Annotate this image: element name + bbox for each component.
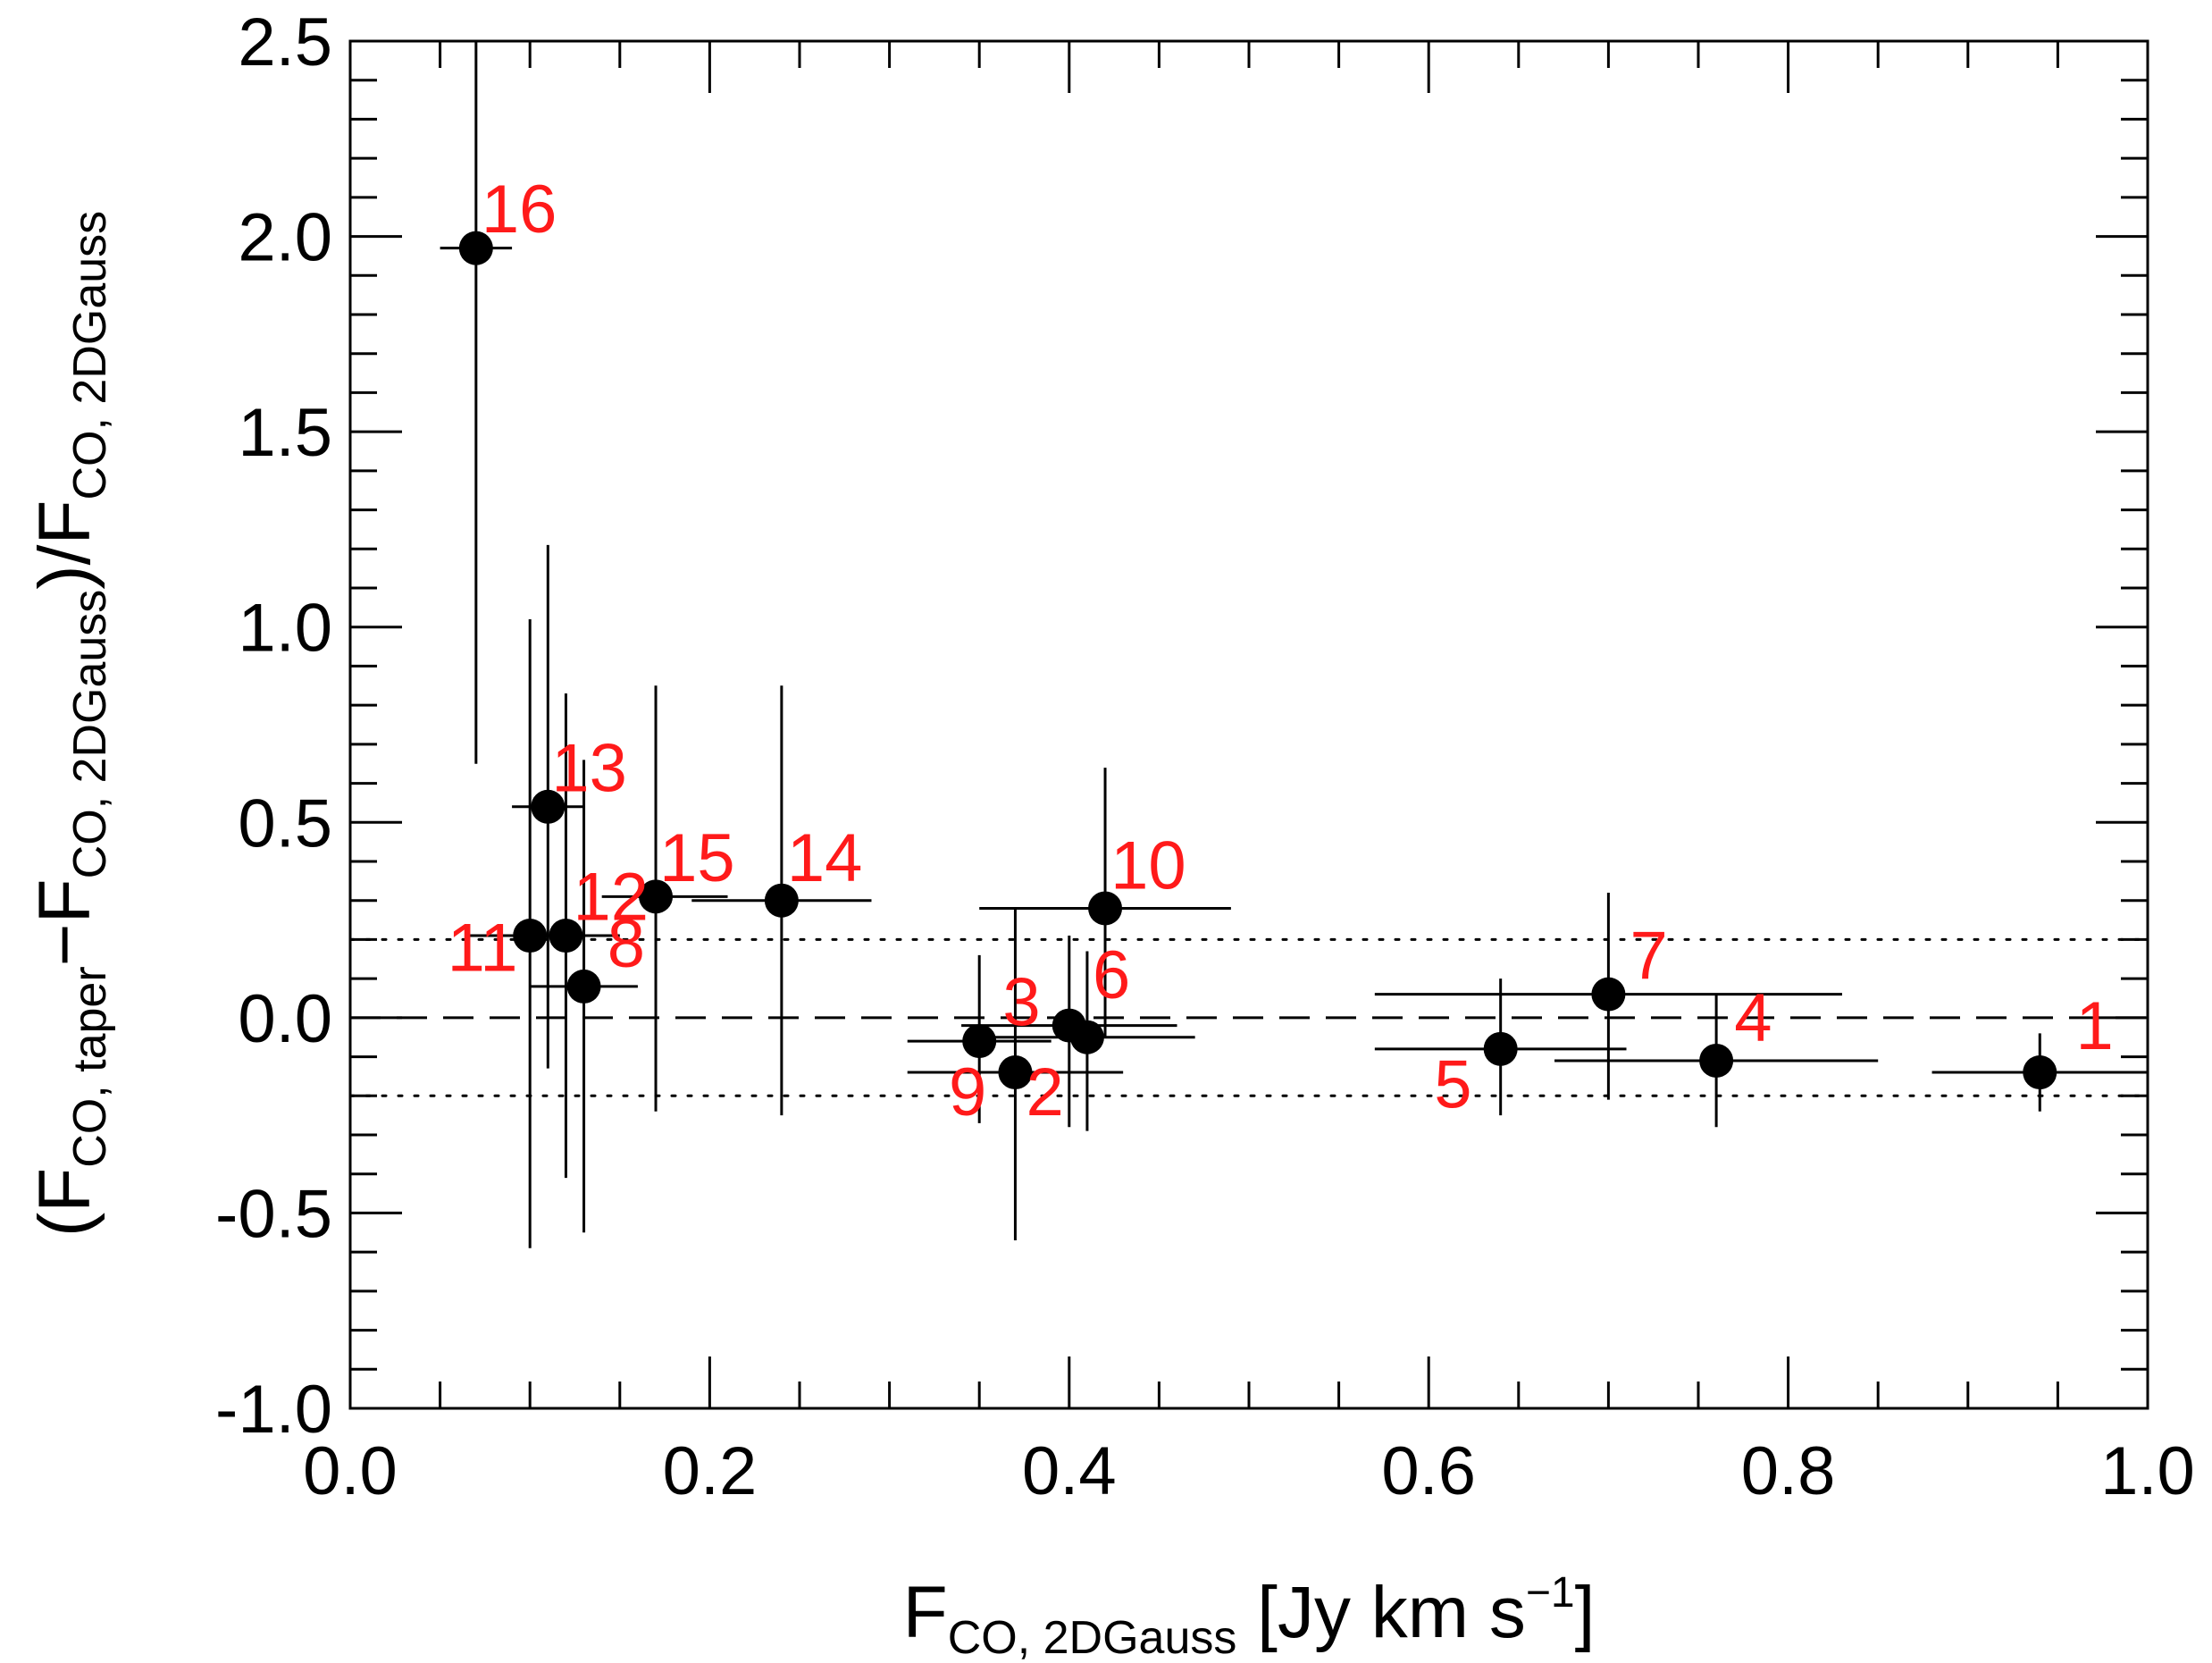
point-label: 11 xyxy=(448,910,518,986)
y-axis-title: (FCO, taper−FCO, 2DGauss)/FCO, 2DGauss xyxy=(24,211,116,1237)
y-tick-label: 2.0 xyxy=(238,200,332,276)
point-label: 2 xyxy=(1026,1054,1064,1130)
point-label: 9 xyxy=(949,1054,986,1130)
point-label: 13 xyxy=(551,730,627,806)
axis-ticks xyxy=(348,39,2149,1410)
point-label: 14 xyxy=(787,820,863,896)
y-tick-label: 1.0 xyxy=(238,591,332,667)
y-tick-label: -1.0 xyxy=(215,1372,332,1448)
x-tick-label: 0.0 xyxy=(303,1433,398,1509)
data-points xyxy=(458,231,2057,1090)
data-point xyxy=(2023,1055,2057,1090)
data-point xyxy=(1483,1031,1518,1066)
x-tick-label: 0.6 xyxy=(1381,1433,1476,1509)
data-point xyxy=(549,919,583,953)
point-label: 16 xyxy=(482,172,557,248)
point-label: 5 xyxy=(1434,1046,1471,1122)
y-tick-label: 0.0 xyxy=(238,981,332,1057)
data-point xyxy=(1591,977,1626,1012)
data-point xyxy=(639,879,674,914)
data-point xyxy=(1088,891,1123,926)
data-point xyxy=(962,1024,997,1059)
point-label: 15 xyxy=(659,820,735,896)
data-point xyxy=(458,231,493,265)
data-point xyxy=(1699,1043,1734,1078)
error-bars xyxy=(440,41,2148,1248)
y-tick-label: -0.5 xyxy=(215,1176,332,1252)
plot-frame xyxy=(348,39,2149,1410)
y-tick-labels: -1.0 -0.5 0.0 0.5 1.0 1.5 2.0 2.5 xyxy=(215,4,332,1448)
point-label: 3 xyxy=(1002,965,1040,1041)
data-point xyxy=(566,969,601,1004)
data-point xyxy=(531,789,566,824)
y-tick-label: 2.5 xyxy=(238,4,332,80)
point-label: 10 xyxy=(1110,828,1186,904)
x-axis-title: FCO, 2DGauss [Jy km s−1] xyxy=(903,1569,1596,1663)
data-point xyxy=(998,1055,1033,1090)
point-label: 7 xyxy=(1630,918,1668,994)
x-tick-label: 0.4 xyxy=(1022,1433,1117,1509)
data-point xyxy=(764,883,799,918)
x-tick-label: 1.0 xyxy=(2100,1433,2195,1509)
x-tick-label: 0.2 xyxy=(663,1433,758,1509)
x-tick-labels: 0.0 0.2 0.4 0.6 0.8 1.0 xyxy=(303,1433,2195,1509)
point-label: 6 xyxy=(1093,937,1130,1013)
reference-lines xyxy=(348,937,2149,1097)
x-tick-label: 0.8 xyxy=(1741,1433,1836,1509)
data-point xyxy=(1069,1020,1104,1054)
point-label: 12 xyxy=(573,860,649,936)
point-label: 8 xyxy=(607,906,645,982)
point-label: 4 xyxy=(1734,980,1772,1056)
y-tick-label: 1.5 xyxy=(238,395,332,471)
data-point xyxy=(513,919,548,953)
y-tick-label: 0.5 xyxy=(238,785,332,861)
point-label: 1 xyxy=(2076,988,2114,1064)
